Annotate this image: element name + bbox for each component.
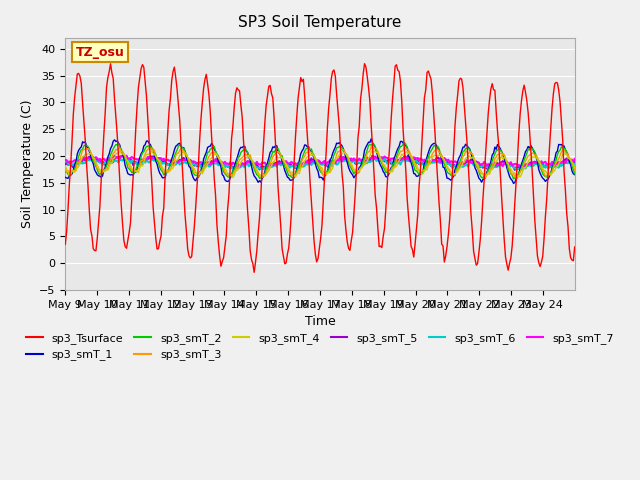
- Legend: sp3_Tsurface, sp3_smT_1, sp3_smT_2, sp3_smT_3, sp3_smT_4, sp3_smT_5, sp3_smT_6, : sp3_Tsurface, sp3_smT_1, sp3_smT_2, sp3_…: [22, 329, 618, 365]
- X-axis label: Time: Time: [305, 315, 335, 328]
- Y-axis label: Soil Temperature (C): Soil Temperature (C): [20, 100, 34, 228]
- Title: SP3 Soil Temperature: SP3 Soil Temperature: [238, 15, 402, 30]
- Text: TZ_osu: TZ_osu: [76, 46, 124, 59]
